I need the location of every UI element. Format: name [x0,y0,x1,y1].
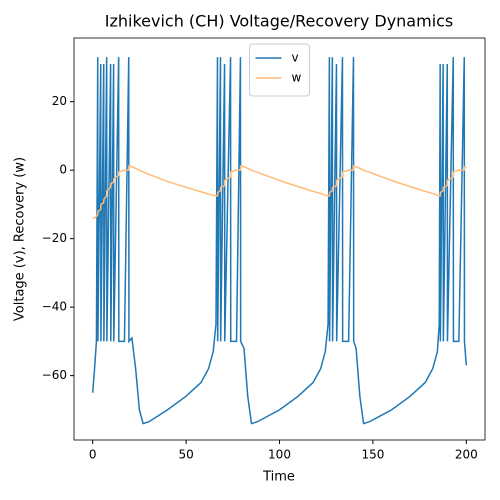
x-tick-label: 150 [361,448,384,462]
y-tick-label: −60 [42,368,67,382]
series-line [92,165,467,219]
x-tick-label: 0 [89,448,97,462]
chart-title: Izhikevich (CH) Voltage/Recovery Dynamic… [105,12,454,31]
x-tick-label: 200 [455,448,478,462]
y-tick-label: −20 [42,231,67,245]
y-tick-label: 20 [52,94,67,108]
x-axis-label: Time [262,470,295,485]
y-axis-label: Voltage (v), Recovery (w) [13,157,28,321]
x-tick-label: 50 [178,448,193,462]
legend-label: w [292,71,302,85]
y-tick-label: 0 [59,163,67,177]
y-tick-label: −40 [42,300,67,314]
series-line [91,57,468,425]
x-tick-label: 100 [268,448,291,462]
legend-label: v [292,51,299,65]
plot-frame [73,37,486,441]
legend-box [249,43,310,97]
